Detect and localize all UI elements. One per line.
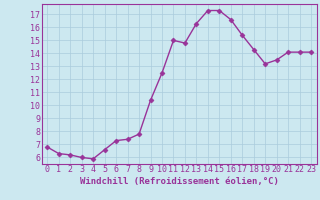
X-axis label: Windchill (Refroidissement éolien,°C): Windchill (Refroidissement éolien,°C): [80, 177, 279, 186]
